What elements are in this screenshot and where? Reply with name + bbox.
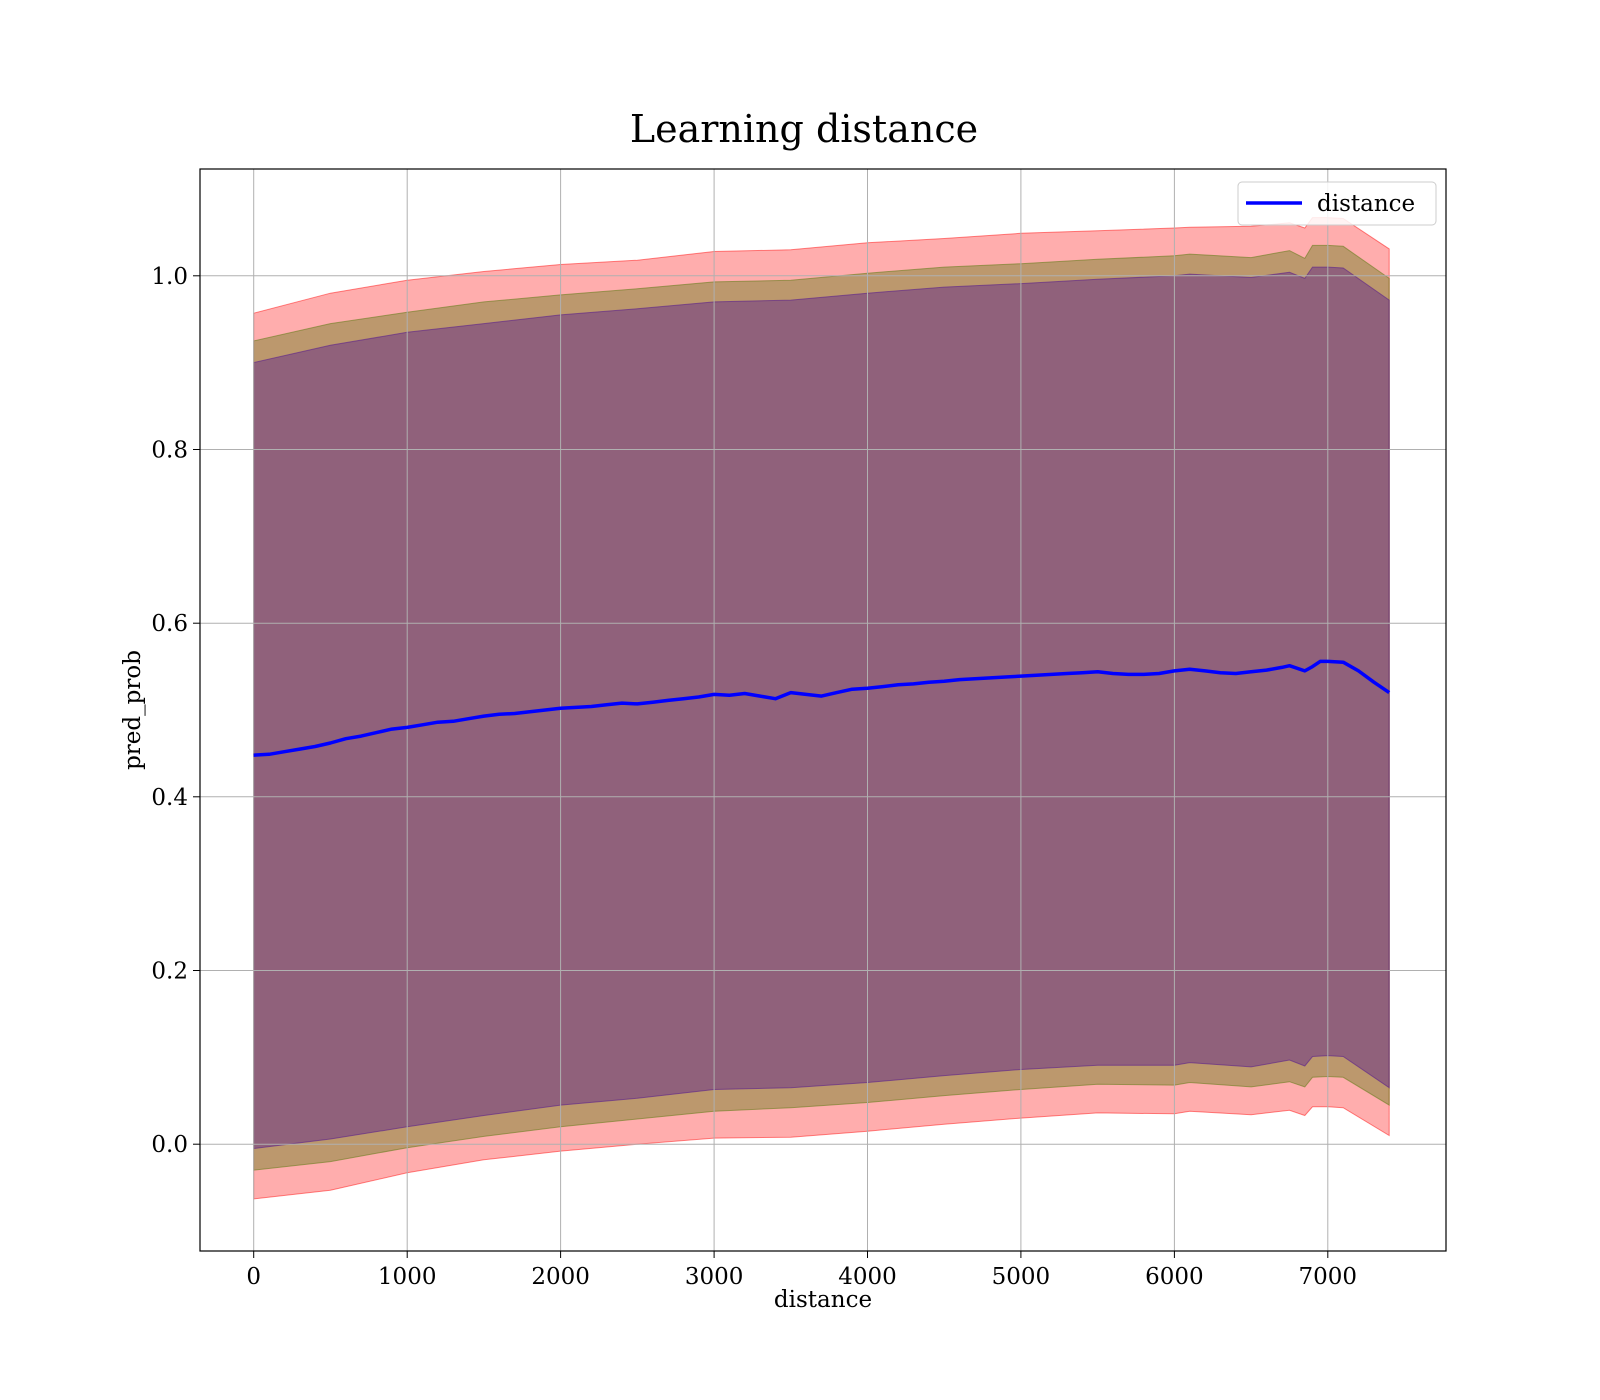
y-tick-label: 1.0 bbox=[151, 264, 188, 290]
x-axis-label: distance bbox=[774, 1287, 872, 1313]
y-tick-label: 0.2 bbox=[151, 959, 188, 985]
gridlines bbox=[200, 169, 1446, 1251]
legend-label: distance bbox=[1317, 191, 1415, 217]
x-tick-label: 7000 bbox=[1299, 1264, 1358, 1290]
chart-title: Learning distance bbox=[630, 107, 978, 151]
axis-ticks: 0 1000 2000 3000 4000 5000 6000 7000 0.0 0.2 0.4 0.… bbox=[151, 264, 1357, 1290]
series-line-distance bbox=[253, 659, 1391, 757]
y-tick-label: 0.4 bbox=[151, 785, 188, 811]
x-tick-label: 3000 bbox=[685, 1264, 744, 1290]
confidence-band-3 bbox=[253, 266, 1390, 1150]
x-tick-label: 6000 bbox=[1145, 1264, 1204, 1290]
plot-frame bbox=[199, 168, 1447, 1252]
confidence-bands bbox=[253, 217, 1390, 1200]
x-tick-label: 2000 bbox=[531, 1264, 590, 1290]
y-tick-label: 0.6 bbox=[151, 611, 188, 637]
x-tick-label: 5000 bbox=[992, 1264, 1051, 1290]
legend: distance bbox=[1237, 181, 1437, 226]
legend-box bbox=[1237, 181, 1437, 226]
x-tick-label: 0 bbox=[246, 1264, 261, 1290]
x-tick-label: 4000 bbox=[838, 1264, 897, 1290]
y-tick-label: 0.8 bbox=[151, 438, 188, 464]
y-axis-label: pred_prob bbox=[120, 650, 146, 770]
x-tick-label: 1000 bbox=[378, 1264, 437, 1290]
series-lines bbox=[253, 659, 1391, 757]
y-tick-label: 0.0 bbox=[151, 1132, 188, 1158]
